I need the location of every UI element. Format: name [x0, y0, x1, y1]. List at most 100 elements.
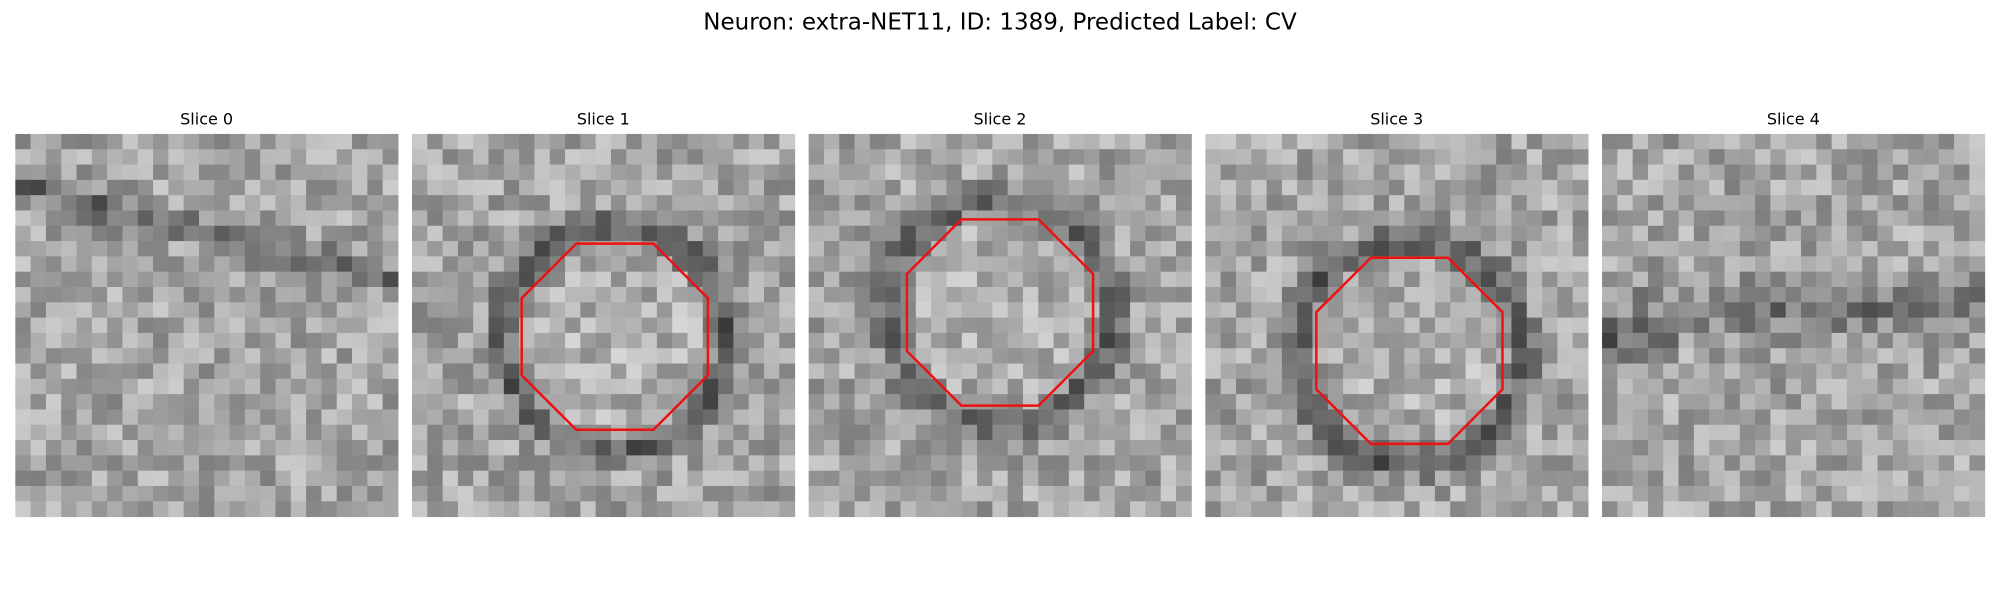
pixel: [321, 195, 338, 211]
pixel: [672, 179, 688, 196]
pixel: [275, 394, 292, 410]
pixel: [1938, 455, 1955, 472]
pixel: [823, 195, 840, 211]
pixel: [153, 440, 169, 456]
pixel: [1266, 409, 1283, 426]
pixel: [1465, 164, 1482, 181]
pixel: [931, 149, 947, 166]
pixel: [1312, 179, 1329, 196]
pixel: [595, 286, 612, 303]
pixel: [1022, 195, 1039, 211]
pixel: [1632, 485, 1649, 502]
pixel: [992, 440, 1009, 456]
pixel: [153, 149, 169, 166]
pixel: [290, 470, 307, 487]
pixel: [1617, 394, 1634, 410]
pixel: [1877, 424, 1894, 441]
pixel: [1678, 394, 1695, 410]
pixel: [1496, 302, 1512, 319]
pixel: [1663, 241, 1680, 257]
pixel: [367, 256, 384, 273]
pixel: [137, 164, 154, 181]
pixel: [595, 210, 612, 227]
pixel: [1663, 394, 1680, 410]
pixel: [610, 256, 627, 273]
pixel: [779, 394, 796, 410]
pixel: [260, 440, 277, 456]
pixel: [549, 210, 566, 227]
pixel: [702, 394, 719, 410]
pixel: [885, 179, 902, 196]
pixel: [1862, 241, 1879, 257]
pixel: [107, 394, 123, 410]
pixel: [122, 195, 139, 211]
pixel: [321, 225, 338, 242]
pixel: [1969, 485, 1986, 502]
pixel: [534, 133, 551, 150]
pixel: [1831, 424, 1848, 441]
pixel: [549, 241, 566, 257]
pixel: [1130, 149, 1146, 166]
pixel: [748, 179, 765, 196]
pixel: [290, 164, 307, 181]
pixel: [718, 286, 734, 303]
pixel: [764, 149, 780, 166]
pixel: [1770, 470, 1787, 487]
pixel: [1343, 149, 1359, 166]
pixel: [1923, 332, 1940, 349]
pixel: [946, 409, 963, 426]
pixel: [473, 302, 490, 319]
pixel: [153, 332, 169, 349]
pixel: [352, 241, 368, 257]
pixel: [1938, 149, 1955, 166]
pixel: [503, 149, 520, 166]
pixel: [1038, 348, 1055, 365]
pixel: [1235, 179, 1252, 196]
pixel: [1831, 348, 1848, 365]
pixel: [1084, 363, 1100, 380]
pixel: [488, 485, 505, 502]
pixel: [854, 225, 871, 242]
pixel: [275, 348, 292, 365]
pixel: [1465, 332, 1482, 349]
pixel: [1312, 440, 1329, 456]
pixel: [91, 378, 108, 395]
pixel: [411, 394, 428, 410]
pixel: [931, 363, 947, 380]
pixel: [1312, 241, 1329, 257]
pixel: [1862, 394, 1879, 410]
pixel: [839, 394, 856, 410]
pixel: [1099, 210, 1116, 227]
pixel: [457, 348, 474, 365]
pixel: [534, 256, 551, 273]
pixel: [91, 271, 108, 288]
pixel: [260, 133, 277, 150]
pixel: [1938, 286, 1955, 303]
pixel: [1007, 424, 1024, 441]
pixel: [382, 302, 399, 319]
pixel: [672, 241, 688, 257]
pixel: [1419, 409, 1436, 426]
pixel: [1862, 149, 1879, 166]
pixel: [306, 485, 322, 502]
pixel: [580, 179, 597, 196]
pixel: [610, 286, 627, 303]
pixel: [260, 271, 277, 288]
pixel: [168, 440, 185, 456]
pixel: [1785, 317, 1802, 334]
pixel: [198, 348, 215, 365]
pixel: [1343, 256, 1359, 273]
pixel: [1647, 286, 1664, 303]
pixel: [336, 241, 353, 257]
pixel: [519, 455, 535, 472]
pixel: [1130, 256, 1146, 273]
pixel: [733, 455, 750, 472]
pixel: [122, 348, 139, 365]
pixel: [290, 286, 307, 303]
pixel: [823, 424, 840, 441]
pixel: [931, 470, 947, 487]
pixel: [718, 302, 734, 319]
pixel: [656, 394, 673, 410]
pixel: [168, 302, 185, 319]
pixel: [30, 179, 47, 196]
